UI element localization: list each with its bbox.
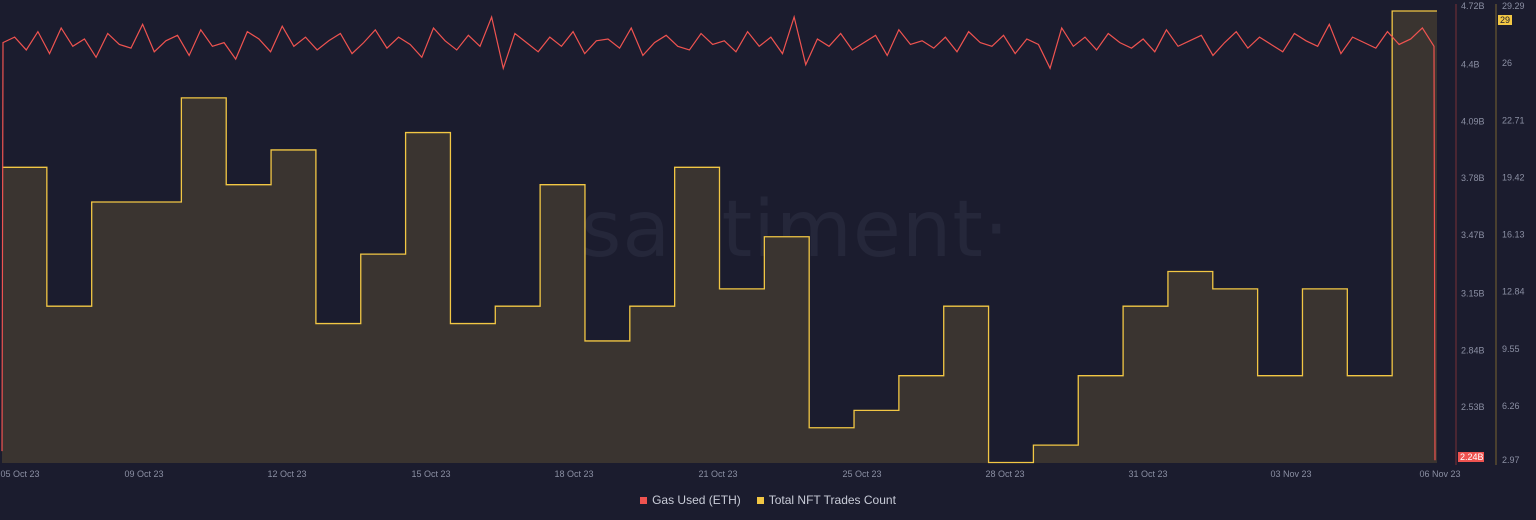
legend-item-trades[interactable]: Total NFT Trades Count xyxy=(756,493,896,507)
gas-last-value-badge xyxy=(1458,452,1484,462)
trades-tick-label: 26 xyxy=(1502,58,1512,68)
gas-tick-label: 3.78B xyxy=(1461,173,1485,183)
gas-tick-label: 4.09B xyxy=(1461,116,1485,126)
legend-swatch-gas xyxy=(640,496,648,504)
x-tick-label: 06 Nov 23 xyxy=(1419,469,1460,479)
trades-tick-label: 6.26 xyxy=(1502,401,1520,411)
gas-tick-label: 4.72B xyxy=(1461,1,1485,11)
gas-tick-label: 3.15B xyxy=(1461,289,1485,299)
trades-tick-label: 12.84 xyxy=(1502,287,1525,297)
x-tick-label: 18 Oct 23 xyxy=(554,469,593,479)
trades-tick-label: 2.97 xyxy=(1502,455,1520,465)
legend-swatch-trades xyxy=(756,496,764,504)
trades-tick-label: 29.29 xyxy=(1502,1,1525,11)
trades-tick-label: 16.13 xyxy=(1502,230,1525,240)
chart: 4.72B 4.4B 4.09B 3.78B 3.47B 3.15B 2.84B 2.53B 2… xyxy=(0,1,1525,479)
x-tick-label: 12 Oct 23 xyxy=(267,469,306,479)
x-tick-label: 03 Nov 23 xyxy=(1270,469,1311,479)
legend-label-gas: Gas Used (ETH) xyxy=(652,493,741,507)
trades-last-value-badge xyxy=(1498,15,1512,25)
gas-line xyxy=(1,14,1436,461)
trades-tick-label: 19.42 xyxy=(1502,172,1525,182)
gas-tick-label: 4.4B xyxy=(1461,60,1480,70)
x-tick-label: 31 Oct 23 xyxy=(1128,469,1167,479)
x-tick-label: 28 Oct 23 xyxy=(985,469,1024,479)
gas-last-value-text: 2.24B xyxy=(1460,452,1484,462)
x-tick-label: 09 Oct 23 xyxy=(124,469,163,479)
gas-tick-label: 2.53B xyxy=(1461,402,1485,412)
legend-label-trades: Total NFT Trades Count xyxy=(768,493,896,507)
x-tick-label: 05 Oct 23 xyxy=(0,469,39,479)
x-tick-label: 15 Oct 23 xyxy=(411,469,450,479)
trades-tick-label: 22.71 xyxy=(1502,115,1525,125)
x-tick-label: 21 Oct 23 xyxy=(698,469,737,479)
gas-tick-label: 3.47B xyxy=(1461,230,1485,240)
trades-line xyxy=(2,10,1437,464)
x-tick-label: 25 Oct 23 xyxy=(842,469,881,479)
trades-last-value-text: 29 xyxy=(1500,15,1510,25)
trades-tick-label: 9.55 xyxy=(1502,344,1520,354)
legend: Gas Used (ETH) Total NFT Trades Count xyxy=(0,493,1536,507)
gas-tick-label: 2.84B xyxy=(1461,345,1485,355)
legend-item-gas[interactable]: Gas Used (ETH) xyxy=(640,493,741,507)
